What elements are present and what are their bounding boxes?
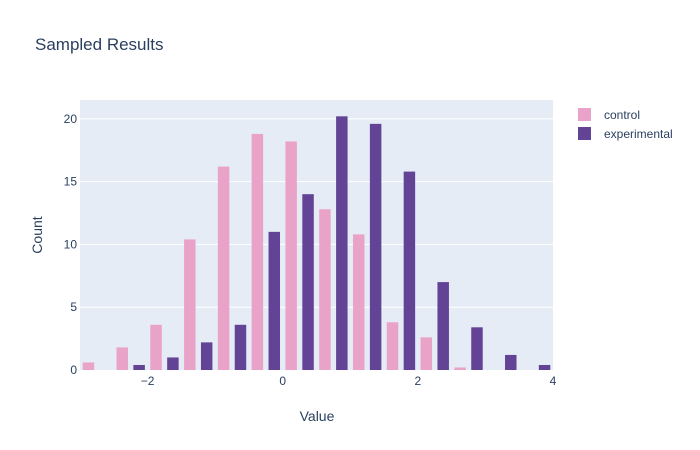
bar-control-0[interactable] bbox=[82, 362, 95, 370]
legend-swatch-control bbox=[578, 108, 591, 121]
bar-control-6[interactable] bbox=[285, 141, 297, 370]
bar-experimental-8[interactable] bbox=[403, 171, 416, 370]
y-tick-label: 5 bbox=[70, 300, 77, 314]
x-tick-label: 2 bbox=[415, 374, 422, 388]
bar-control-4[interactable] bbox=[217, 166, 230, 370]
x-tick-label: 0 bbox=[279, 374, 286, 388]
bars bbox=[82, 116, 551, 370]
bar-experimental-6[interactable] bbox=[336, 116, 348, 370]
legend: control experimental bbox=[578, 108, 673, 141]
y-tick-label: 0 bbox=[70, 363, 77, 377]
bar-control-8[interactable] bbox=[352, 234, 365, 370]
legend-label-control: control bbox=[604, 108, 640, 122]
bar-experimental-4[interactable] bbox=[268, 231, 281, 370]
legend-item-control[interactable]: control bbox=[578, 108, 640, 122]
legend-swatch-experimental bbox=[578, 127, 591, 140]
tick-labels: 0 5 10 15 20 −2 0 2 4 bbox=[64, 112, 557, 388]
bar-control-2[interactable] bbox=[150, 324, 162, 370]
bar-control-10[interactable] bbox=[420, 337, 433, 370]
bar-experimental-0[interactable] bbox=[133, 364, 145, 370]
bar-experimental-7[interactable] bbox=[369, 123, 382, 370]
bar-experimental-3[interactable] bbox=[234, 324, 247, 370]
bar-experimental-5[interactable] bbox=[302, 194, 314, 370]
bar-control-5[interactable] bbox=[251, 133, 264, 370]
bar-control-3[interactable] bbox=[184, 239, 196, 370]
legend-item-experimental[interactable]: experimental bbox=[578, 127, 673, 141]
bar-control-7[interactable] bbox=[319, 209, 331, 370]
bar-experimental-2[interactable] bbox=[200, 342, 213, 370]
bar-experimental-12[interactable] bbox=[538, 364, 551, 370]
bar-control-1[interactable] bbox=[116, 347, 128, 370]
bar-experimental-9[interactable] bbox=[437, 282, 449, 370]
bar-experimental-10[interactable] bbox=[471, 327, 483, 370]
grid-lines bbox=[80, 118, 553, 308]
y-axis-label: Count bbox=[29, 216, 45, 253]
x-tick-label: −2 bbox=[141, 374, 155, 388]
legend-label-experimental: experimental bbox=[604, 127, 673, 141]
bar-experimental-1[interactable] bbox=[167, 357, 179, 370]
bar-control-9[interactable] bbox=[386, 322, 399, 370]
bar-control-11[interactable] bbox=[454, 367, 466, 370]
x-tick-label: 4 bbox=[550, 374, 557, 388]
y-tick-label: 20 bbox=[64, 112, 78, 126]
y-tick-label: 15 bbox=[64, 175, 78, 189]
chart-title: Sampled Results bbox=[35, 35, 164, 54]
y-tick-label: 10 bbox=[64, 237, 78, 251]
x-axis-label: Value bbox=[300, 408, 335, 424]
bar-experimental-11[interactable] bbox=[505, 354, 517, 370]
